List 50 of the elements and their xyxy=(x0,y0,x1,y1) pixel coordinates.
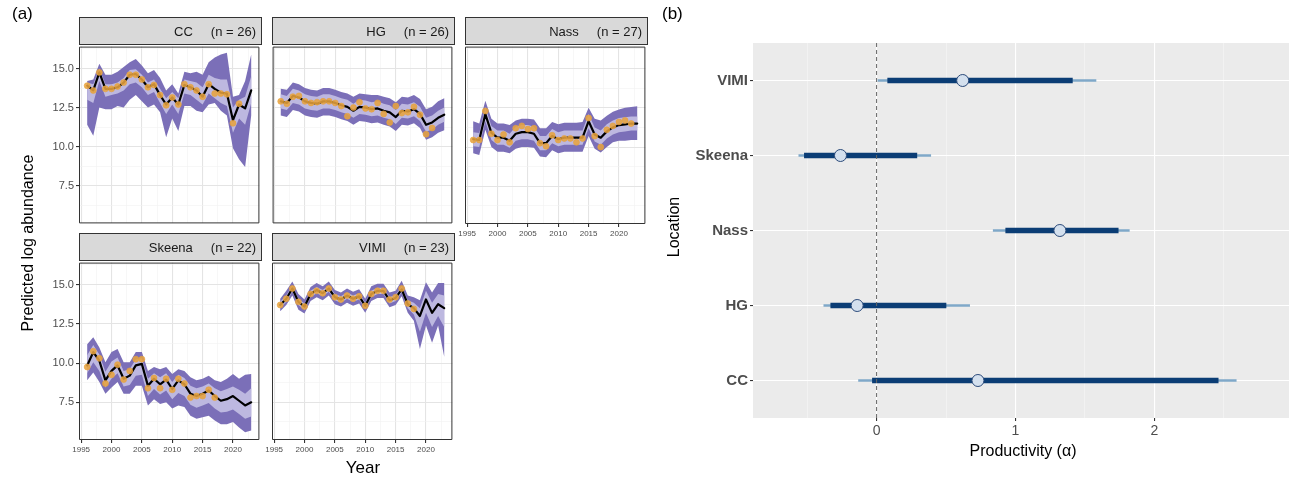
y-tick-label: CC xyxy=(726,370,749,388)
x-tick-label: 1 xyxy=(1011,422,1020,439)
x-tick-label: 2000 xyxy=(102,445,121,454)
x-tick-label: 0 xyxy=(872,422,881,439)
x-axis-title: Productivity (α) xyxy=(969,442,1077,460)
x-tick-label: 2000 xyxy=(295,445,314,454)
x-tick-label: 2010 xyxy=(549,229,568,238)
y-axis-title: Location xyxy=(665,196,683,258)
x-tick-label: 2015 xyxy=(386,445,406,454)
chart-subtitle: (n = 23) xyxy=(403,239,449,255)
y-tick-label: 12.5 xyxy=(52,100,74,113)
text: (a) xyxy=(12,4,33,24)
x-tick-label: 1995 xyxy=(265,445,284,454)
x-tick-label: 1995 xyxy=(458,229,477,238)
chart-subtitle: (n = 22) xyxy=(210,239,256,255)
y-tick-label: 7.5 xyxy=(58,178,74,191)
y-tick-label: 7.5 xyxy=(58,395,74,408)
x-tick-label: 2010 xyxy=(163,445,182,454)
text: (b) xyxy=(662,4,683,24)
y-tick-label: Skeena xyxy=(695,145,749,163)
chart-title: CC xyxy=(174,23,193,39)
y-tick-label: 15.0 xyxy=(52,277,74,290)
x-tick-label: 2020 xyxy=(610,229,629,238)
y-tick-label: VIMI xyxy=(717,70,748,88)
x-tick-label: 2020 xyxy=(417,445,436,454)
chart-title: Skeena xyxy=(148,239,193,255)
x-tick-label: 2010 xyxy=(356,445,375,454)
y-tick-label: 10.0 xyxy=(52,356,74,369)
chart-subtitle: (n = 26) xyxy=(403,23,449,39)
chart-subtitle: (n = 26) xyxy=(210,23,256,39)
x-tick-label: 2005 xyxy=(518,229,538,238)
y-tick-label: Nass xyxy=(712,220,748,238)
y-axis-title: Predicted log abundance xyxy=(19,154,37,332)
y-tick-label: HG xyxy=(725,295,748,313)
x-tick-label: 1995 xyxy=(72,445,91,454)
chart-title: HG xyxy=(366,23,386,39)
x-tick-label: 2015 xyxy=(579,229,599,238)
x-tick-label: 2 xyxy=(1150,422,1159,439)
x-tick-label: 2005 xyxy=(132,445,152,454)
x-tick-label: 2005 xyxy=(325,445,345,454)
chart-subtitle: (n = 27) xyxy=(596,23,642,39)
y-tick-label: 10.0 xyxy=(52,139,74,152)
x-tick-label: 2015 xyxy=(193,445,213,454)
x-tick-label: 2000 xyxy=(488,229,507,238)
x-tick-label: 2020 xyxy=(224,445,243,454)
y-tick-label: 12.5 xyxy=(52,316,74,329)
x-axis-title: Year xyxy=(345,458,381,478)
y-tick-label: 15.0 xyxy=(52,61,74,74)
chart-title: Nass xyxy=(549,23,579,39)
chart-title: VIMI xyxy=(359,239,386,255)
